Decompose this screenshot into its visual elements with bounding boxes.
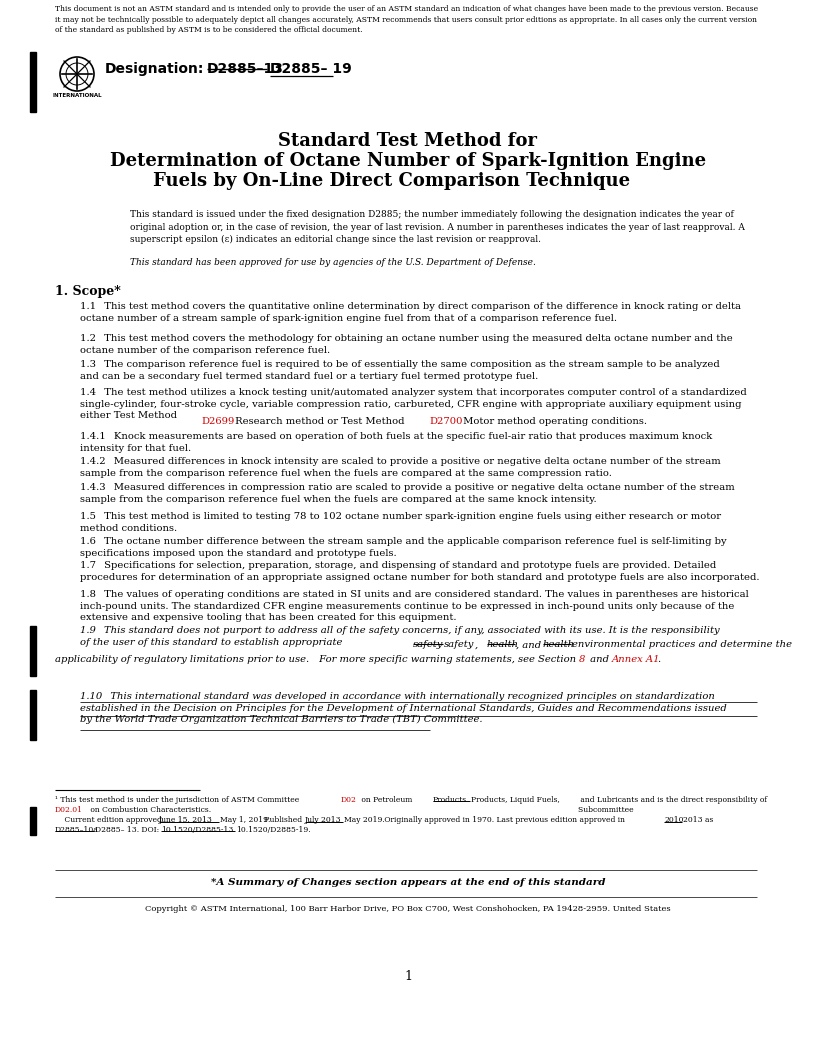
Text: 2013 as: 2013 as xyxy=(683,816,713,834)
Text: D2700: D2700 xyxy=(429,417,463,426)
Text: 1.3  The comparison reference fuel is required to be of essentially the same com: 1.3 The comparison reference fuel is req… xyxy=(80,360,720,380)
Text: June 15, 2013: June 15, 2013 xyxy=(159,816,213,825)
Text: D2885– 13.: D2885– 13. xyxy=(95,826,139,834)
Text: 1.4  The test method utilizes a knock testing unit/automated analyzer system tha: 1.4 The test method utilizes a knock tes… xyxy=(80,388,747,420)
Text: 1.5  This test method is limited to testing 78 to 102 octane number spark-igniti: 1.5 This test method is limited to testi… xyxy=(80,512,721,532)
Text: Fuels by On-Line Direct Comparison Technique: Fuels by On-Line Direct Comparison Techn… xyxy=(153,172,631,190)
Bar xyxy=(30,52,36,112)
Text: Products, Liquid Fuels,: Products, Liquid Fuels, xyxy=(471,796,560,804)
Text: July 2013: July 2013 xyxy=(305,816,342,825)
Text: For more specific warning statements, see Section: For more specific warning statements, se… xyxy=(316,655,579,664)
Text: Motor method operating conditions.: Motor method operating conditions. xyxy=(460,417,647,426)
Text: .: . xyxy=(657,655,660,664)
Text: and: and xyxy=(587,655,612,664)
Text: Determination of Octane Number of Spark-Ignition Engine: Determination of Octane Number of Spark-… xyxy=(110,152,706,170)
Text: D2885–10a: D2885–10a xyxy=(55,826,99,834)
Text: ,: , xyxy=(475,641,481,649)
Text: 1. Scope*: 1. Scope* xyxy=(55,285,121,298)
Text: environmental practices and determine the: environmental practices and determine th… xyxy=(572,641,792,649)
Text: This standard has been approved for use by agencies of the U.S. Department of De: This standard has been approved for use … xyxy=(130,258,536,267)
Text: 1.9  This standard does not purport to address all of the safety concerns, if an: 1.9 This standard does not purport to ad… xyxy=(80,626,720,646)
Text: *A Summary of Changes section appears at the end of this standard: *A Summary of Changes section appears at… xyxy=(211,878,605,887)
Text: health: health xyxy=(487,641,519,649)
Text: Designation:: Designation: xyxy=(105,62,204,76)
Text: Research method or Test Method: Research method or Test Method xyxy=(232,417,408,426)
Bar xyxy=(30,690,36,740)
Text: 1.7  Specifications for selection, preparation, storage, and dispensing of stand: 1.7 Specifications for selection, prepar… xyxy=(80,561,760,582)
Text: and Lubricants and is the direct responsibility of
Subcommittee: and Lubricants and is the direct respons… xyxy=(578,796,767,814)
Text: 8: 8 xyxy=(579,655,585,664)
Text: Current edition approved: Current edition approved xyxy=(55,816,164,825)
Text: Originally approved in 1970. Last previous edition approved in: Originally approved in 1970. Last previo… xyxy=(382,816,628,825)
Text: 10.1520/D2885-13: 10.1520/D2885-13 xyxy=(161,826,233,834)
Text: safety: safety xyxy=(444,641,474,649)
Text: D2699: D2699 xyxy=(201,417,234,426)
Text: 1.4.1  Knock measurements are based on operation of both fuels at the specific f: 1.4.1 Knock measurements are based on op… xyxy=(80,432,712,453)
Bar xyxy=(30,626,36,676)
Text: 1: 1 xyxy=(560,171,568,182)
Text: This standard is issued under the fixed designation D2885; the number immediatel: This standard is issued under the fixed … xyxy=(130,210,745,244)
Text: Standard Test Method for: Standard Test Method for xyxy=(278,132,538,150)
Text: ¹ This test method is under the jurisdiction of ASTM Committee: ¹ This test method is under the jurisdic… xyxy=(55,796,302,804)
Text: Copyright © ASTM International, 100 Barr Harbor Drive, PO Box C700, West Conshoh: Copyright © ASTM International, 100 Barr… xyxy=(145,905,671,913)
Text: 1.2  This test method covers the methodology for obtaining an octane number usin: 1.2 This test method covers the methodol… xyxy=(80,334,733,355)
Text: 1.1  This test method covers the quantitative online determination by direct com: 1.1 This test method covers the quantita… xyxy=(80,302,741,323)
Text: 2010: 2010 xyxy=(664,816,684,825)
Text: health: health xyxy=(543,641,575,649)
Text: 1.4.3  Measured differences in compression ratio are scaled to provide a positiv: 1.4.3 Measured differences in compressio… xyxy=(80,483,734,504)
Text: INTERNATIONAL: INTERNATIONAL xyxy=(52,93,102,98)
Text: Products: Products xyxy=(433,796,467,804)
Text: D2885–13: D2885–13 xyxy=(207,62,284,76)
Text: 1: 1 xyxy=(404,970,412,983)
Text: DOI:: DOI: xyxy=(139,826,162,834)
Text: D02.01: D02.01 xyxy=(55,806,83,813)
Text: on Petroleum: on Petroleum xyxy=(359,796,415,804)
Text: 1.8  The values of operating conditions are stated in SI units and are considere: 1.8 The values of operating conditions a… xyxy=(80,590,749,622)
Text: , and: , and xyxy=(516,641,544,649)
Text: D2885– 19: D2885– 19 xyxy=(270,62,352,76)
Text: May 2019.: May 2019. xyxy=(344,816,385,825)
Text: safety: safety xyxy=(413,641,443,649)
Text: May 1, 2019.: May 1, 2019. xyxy=(220,816,270,825)
Text: on Combustion Characteristics.: on Combustion Characteristics. xyxy=(88,806,211,813)
Text: 1.10  This international standard was developed in accordance with international: 1.10 This international standard was dev… xyxy=(80,692,727,724)
Text: Annex A1: Annex A1 xyxy=(612,655,660,664)
Text: 1.4.2  Measured differences in knock intensity are scaled to provide a positive : 1.4.2 Measured differences in knock inte… xyxy=(80,457,721,477)
Text: applicability of regulatory limitations prior to use.: applicability of regulatory limitations … xyxy=(55,655,309,664)
Text: This document is not an ASTM standard and is intended only to provide the user o: This document is not an ASTM standard an… xyxy=(55,5,758,35)
Text: 1.6  The octane number difference between the stream sample and the applicable c: 1.6 The octane number difference between… xyxy=(80,538,726,558)
Bar xyxy=(30,807,36,835)
Text: Published: Published xyxy=(262,816,304,825)
Text: 10.1520/D2885-19.: 10.1520/D2885-19. xyxy=(236,826,311,834)
Text: D02: D02 xyxy=(341,796,357,804)
